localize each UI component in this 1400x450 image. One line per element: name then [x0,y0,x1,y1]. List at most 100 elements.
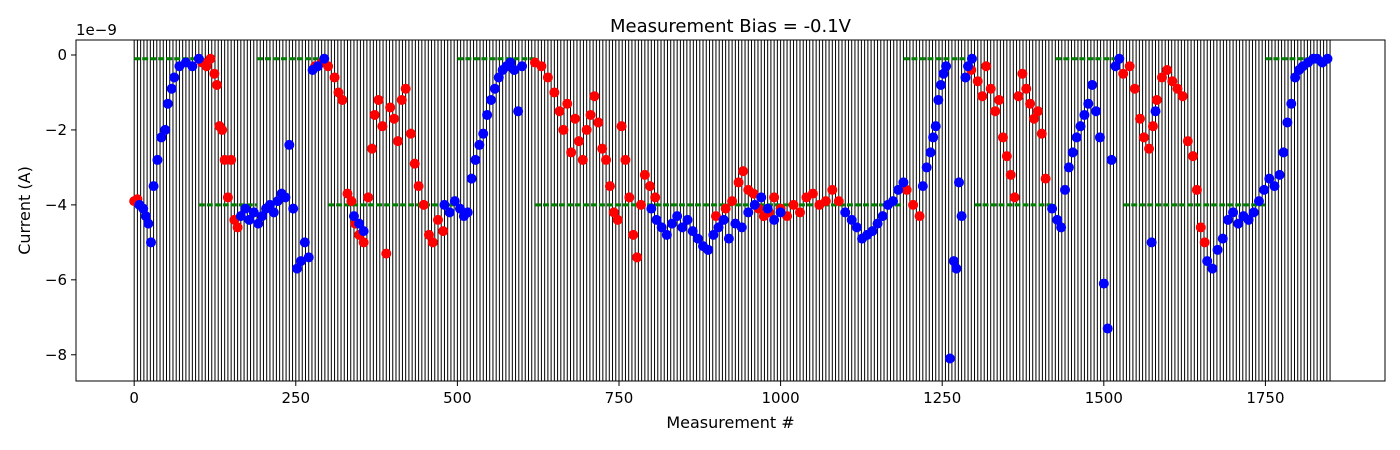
blue-point [1202,256,1213,267]
red-point [990,106,1001,117]
blue-point [1060,184,1071,195]
red-point [645,181,656,192]
red-point [914,211,925,222]
blue-point [489,83,500,94]
blue-point [925,147,936,158]
y-tick-label: −8 [45,346,67,364]
blue-point [235,211,246,222]
red-point [738,166,749,177]
red-point [1172,83,1183,94]
x-tick-label: 1000 [762,389,800,407]
blue-point [941,61,952,72]
blue-point [1083,98,1094,109]
red-point [396,94,407,105]
blue-point [743,207,754,218]
red-point [205,53,216,64]
x-tick-label: 750 [605,389,634,407]
red-point [1124,61,1135,72]
blue-point [1282,117,1293,128]
red-point [389,113,400,124]
blue-point [143,218,154,229]
red-point [226,154,237,165]
red-point [329,72,340,83]
blue-point [1047,203,1058,214]
red-point [1017,68,1028,79]
red-point [413,181,424,192]
x-axis: 0 250 500 750 1000 1250 1500 1750 [129,381,1285,407]
red-point [367,143,378,154]
blue-point [303,252,314,263]
blue-point [1253,196,1264,207]
blue-point [470,154,481,165]
blue-point [1207,263,1218,274]
red-point [577,154,588,165]
blue-point [474,139,485,150]
blue-point [1075,121,1086,132]
blue-point [687,226,698,237]
red-point [1036,128,1047,139]
blue-point [893,184,904,195]
blue-point [1071,132,1082,143]
red-point [788,199,799,210]
blue-point [661,229,672,240]
blue-point [840,207,851,218]
red-point [1001,151,1012,162]
red-point [597,143,608,154]
red-point [1188,151,1199,162]
red-point [981,61,992,72]
blue-point [466,173,477,184]
red-point [369,109,380,120]
red-point [585,109,596,120]
y-axis-label: Current (A) [15,166,34,255]
red-point [1182,136,1193,147]
red-point [628,229,639,240]
blue-point [358,226,369,237]
red-point [1005,169,1016,180]
blue-point [921,162,932,173]
x-axis-label: Measurement # [666,413,794,432]
red-point [1009,192,1020,203]
red-point [385,102,396,113]
y-tick-label: −4 [45,196,67,214]
blue-point [482,109,493,120]
blue-point [348,211,359,222]
red-point [601,154,612,165]
blue-point [1259,184,1270,195]
blue-point [1102,323,1113,334]
blue-point [1146,237,1157,248]
blue-point [288,203,299,214]
blue-point [280,192,291,203]
blue-point [692,233,703,244]
red-point [438,226,449,237]
blue-point [145,237,156,248]
blue-point [954,177,965,188]
plot-area [129,40,1333,381]
red-point [566,147,577,158]
red-point [549,87,560,98]
red-point [573,136,584,147]
red-point [1118,68,1129,79]
red-point [807,188,818,199]
x-tick-label: 1750 [1246,389,1284,407]
blue-point [762,203,773,214]
y-tick-label: −6 [45,271,67,289]
blue-point [439,199,450,210]
blue-point [1264,173,1275,184]
blue-point [268,207,279,218]
red-point [1129,83,1140,94]
red-point [418,199,429,210]
blue-point [1212,244,1223,255]
x-tick-label: 250 [281,389,310,407]
blue-point [1079,109,1090,120]
blue-point [312,61,323,72]
red-point [222,192,233,203]
blue-point [354,218,365,229]
blue-point [749,199,760,210]
y-axis: 0 −2 −4 −6 −8 [45,46,76,364]
blue-point [966,53,977,64]
red-point [833,196,844,207]
blue-point [1098,278,1109,289]
red-point [1025,98,1036,109]
blue-point [960,72,971,83]
